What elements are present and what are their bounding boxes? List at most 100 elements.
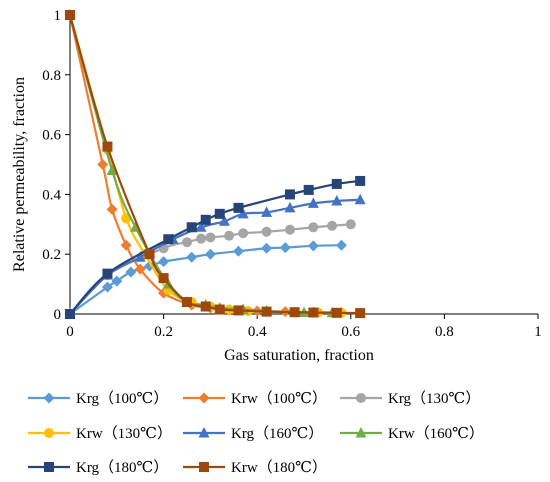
plot-area bbox=[64, 9, 366, 320]
legend-label: Krg（130℃） bbox=[388, 390, 480, 407]
legend-item: Krg（130℃） bbox=[340, 390, 480, 407]
data-point bbox=[261, 226, 272, 237]
data-point bbox=[218, 215, 230, 226]
data-point bbox=[111, 275, 123, 287]
x-tick-label: 1 bbox=[534, 324, 542, 340]
data-point bbox=[186, 222, 197, 233]
data-point bbox=[196, 233, 207, 244]
y-tick-label: 0.6 bbox=[42, 128, 61, 144]
legend-item: Krw（100℃） bbox=[183, 390, 327, 407]
data-point bbox=[284, 201, 296, 213]
data-point bbox=[308, 307, 319, 318]
x-tick-label: 0.8 bbox=[435, 324, 454, 340]
data-point bbox=[331, 178, 342, 189]
x-axis-title: Gas saturation, fraction bbox=[224, 347, 374, 364]
data-point bbox=[307, 197, 319, 208]
x-tick-label: 0.4 bbox=[248, 324, 267, 340]
legend-label: Krg（100℃） bbox=[76, 390, 168, 407]
data-point bbox=[261, 306, 272, 317]
legend-label: Krg（160℃） bbox=[231, 425, 323, 442]
y-tick-label: 0 bbox=[54, 307, 62, 323]
data-point bbox=[232, 245, 244, 257]
data-point bbox=[120, 239, 132, 251]
data-point bbox=[331, 194, 343, 206]
data-point bbox=[65, 10, 75, 20]
legend-swatch-marker bbox=[198, 392, 210, 404]
legend-swatch-marker bbox=[43, 392, 55, 404]
data-point bbox=[97, 159, 109, 170]
legend-label: Krw（180℃） bbox=[231, 459, 327, 476]
y-tick-label: 0.4 bbox=[42, 187, 61, 203]
data-point bbox=[106, 164, 118, 175]
data-point bbox=[224, 230, 235, 241]
data-point bbox=[308, 222, 319, 233]
data-point bbox=[354, 193, 366, 205]
data-point bbox=[101, 281, 113, 293]
legend-swatch-marker bbox=[199, 462, 209, 472]
legend-label: Krg（180℃） bbox=[76, 459, 168, 476]
legend-item: Krw（130℃） bbox=[28, 425, 172, 442]
x-tick-label: 0.2 bbox=[154, 324, 173, 340]
data-point bbox=[335, 239, 347, 251]
legend-label: Krw（130℃） bbox=[76, 425, 172, 442]
data-point bbox=[102, 141, 113, 152]
data-point bbox=[238, 228, 249, 239]
data-point bbox=[214, 304, 225, 315]
data-point bbox=[134, 251, 146, 262]
y-tick-label: 0.2 bbox=[42, 247, 61, 263]
legend: Krg（100℃） Krw（100℃） Krg（130℃） Krw（130℃） Krg（… bbox=[28, 390, 484, 476]
data-point bbox=[158, 273, 169, 284]
data-point bbox=[158, 256, 170, 268]
legend-item: Krg（100℃） bbox=[28, 390, 168, 407]
data-point bbox=[233, 202, 244, 213]
data-point bbox=[182, 297, 192, 308]
legend-swatch-marker bbox=[44, 462, 54, 472]
y-tick-label: 1 bbox=[54, 8, 62, 24]
data-point bbox=[205, 232, 216, 243]
legend-swatch-marker bbox=[356, 393, 366, 403]
x-tick-label: 0 bbox=[66, 324, 74, 340]
data-point bbox=[345, 219, 356, 230]
legend-swatch-marker bbox=[44, 428, 54, 438]
legend-swatch-marker bbox=[198, 427, 210, 438]
data-point bbox=[327, 220, 338, 231]
data-point bbox=[261, 242, 273, 254]
legend-item: Krg（160℃） bbox=[183, 425, 323, 442]
x-tick-label: 0.6 bbox=[341, 324, 360, 340]
data-point bbox=[279, 242, 291, 254]
data-point bbox=[284, 224, 295, 235]
data-point bbox=[331, 307, 342, 318]
data-point bbox=[204, 248, 216, 260]
data-point bbox=[200, 214, 211, 225]
data-point bbox=[289, 307, 300, 318]
data-point bbox=[355, 308, 366, 319]
legend-label: Krw（160℃） bbox=[388, 425, 484, 442]
y-tick-labels: 0 0.2 0.4 0.6 0.8 1 bbox=[42, 8, 70, 323]
data-point bbox=[303, 184, 314, 195]
legend-item: Krg（180℃） bbox=[28, 459, 168, 476]
legend-swatch-marker bbox=[355, 427, 367, 438]
data-point bbox=[214, 208, 225, 219]
y-tick-label: 0.8 bbox=[42, 68, 61, 84]
data-point bbox=[195, 221, 207, 232]
axes: 0 0.2 0.4 0.6 0.8 1 0 0.2 0.4 0.6 0.8 1 bbox=[42, 8, 542, 340]
data-point bbox=[355, 175, 366, 186]
legend-item: Krw（160℃） bbox=[340, 425, 484, 442]
data-point bbox=[163, 234, 174, 245]
legend-label: Krw（100℃） bbox=[231, 390, 327, 407]
data-point bbox=[106, 203, 118, 215]
series-8 bbox=[65, 10, 366, 319]
data-point bbox=[125, 266, 137, 278]
data-point bbox=[261, 206, 273, 217]
data-point bbox=[182, 237, 192, 248]
data-point bbox=[200, 301, 211, 312]
data-point bbox=[102, 268, 113, 279]
data-point bbox=[233, 305, 244, 316]
y-axis-title: Relative permeability, fraction bbox=[11, 77, 28, 272]
data-point bbox=[237, 207, 249, 219]
data-point bbox=[144, 249, 155, 260]
legend-item: Krw（180℃） bbox=[183, 459, 327, 476]
data-point bbox=[307, 240, 319, 252]
x-tick-labels: 0 0.2 0.4 0.6 0.8 1 bbox=[66, 314, 542, 340]
